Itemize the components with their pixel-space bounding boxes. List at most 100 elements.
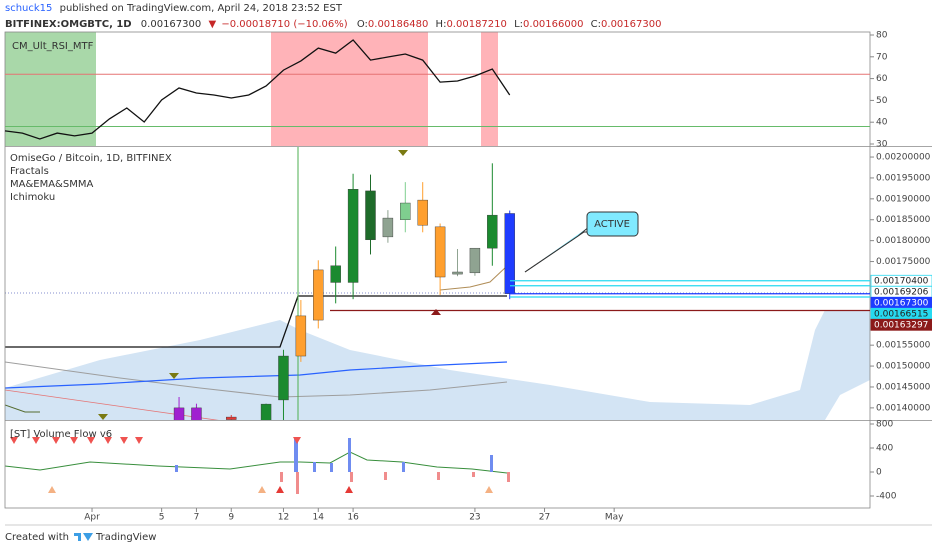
rsi-line: [4, 39, 511, 140]
candle-body: [400, 202, 411, 220]
price-label-box: [870, 318, 932, 331]
y-tick-label: 0.00145000: [876, 382, 931, 392]
candle-body: [487, 214, 498, 249]
volume-flow-line: [4, 451, 508, 474]
price-label: 0.00170400: [874, 276, 929, 286]
x-tick-label: 27: [539, 513, 550, 523]
candle-body: [260, 403, 272, 420]
last: 0.00167300: [141, 19, 201, 30]
candle-body: [313, 269, 324, 321]
tenkan-line: [439, 265, 508, 291]
rsi-zone: [271, 32, 428, 146]
y-tick-label: 0.00190000: [876, 194, 931, 204]
candle-body: [452, 271, 463, 275]
candle-body: [504, 213, 515, 294]
x-tick-label: Apr: [84, 513, 100, 523]
y-tick-label: 70: [876, 52, 888, 62]
x-tick-label: 5: [159, 513, 165, 523]
callout-pointer: [524, 231, 590, 273]
annotation: ACTIVE: [594, 219, 630, 230]
y-tick-label: 50: [876, 96, 888, 106]
candle-body: [330, 265, 341, 283]
candle-body: [347, 189, 359, 283]
brand[interactable]: TradingView: [95, 532, 156, 543]
y-tick-label: 0.00185000: [876, 215, 931, 225]
ohlc-key: O:: [357, 19, 368, 30]
candle-body: [278, 355, 289, 401]
symbol-line: BITFINEX:OMGBTC, 1D 0.00167300 ▼ −0.0001…: [5, 19, 661, 30]
y-tick-label: 0.00200000: [876, 153, 931, 163]
x-tick-label: 14: [313, 513, 325, 523]
ohlc-key: L:: [514, 19, 523, 30]
candle-body: [469, 247, 481, 274]
header-line: schuck15 published on TradingView.com, A…: [5, 3, 343, 14]
fractal-arrow: [431, 309, 441, 315]
symbol: BITFINEX:OMGBTC, 1D: [5, 19, 132, 30]
change: −0.00018710 (−10.06%): [221, 19, 347, 30]
price-label: 0.00169206: [874, 287, 929, 297]
y-tick-label: 80: [876, 31, 888, 41]
candle-body: [417, 199, 428, 226]
published: published on TradingView.com, April 24, …: [60, 3, 343, 14]
y-tick-label: 0.00195000: [876, 173, 931, 183]
x-tick-label: May: [605, 513, 624, 523]
x-tick-label: 23: [469, 513, 480, 523]
x-tick-label: 12: [278, 513, 289, 523]
candle-body: [434, 226, 446, 278]
panel-title: CM_Ult_RSI_MTF: [12, 41, 94, 52]
price-label: 0.00163297: [874, 320, 928, 330]
candle-body: [365, 190, 376, 241]
ohlc-key: C:: [591, 19, 601, 30]
y-tick-label: 0.00175000: [876, 257, 931, 267]
frame: [4, 31, 871, 509]
signal-triangle: [276, 486, 353, 493]
candle-body: [382, 217, 394, 238]
volume-bar: [175, 438, 493, 472]
price-plot: [173, 163, 515, 420]
y-tick-label: 0.00150000: [876, 362, 931, 372]
y-tick-label: 60: [876, 74, 888, 84]
kijun-line: [5, 295, 507, 348]
indicator-name: Ichimoku: [10, 192, 55, 203]
ohlc-value: 0.00186480: [368, 19, 428, 30]
callout-box: [586, 211, 639, 237]
price-label: 0.00167300: [874, 298, 929, 308]
candle-body: [191, 407, 202, 420]
x-tick-label: 9: [228, 513, 234, 523]
y-tick-label: 0.00180000: [876, 236, 931, 246]
rsi-zone: [481, 32, 498, 146]
candle-body: [295, 315, 307, 357]
ohlc-value: 0.00166000: [523, 19, 583, 30]
price-label: 0.00166515: [874, 309, 928, 319]
y-tick-label: 400: [876, 444, 893, 454]
ohlc-value: 0.00187210: [446, 19, 506, 30]
volume-bar: [280, 472, 510, 494]
ohlc-key: H:: [436, 19, 447, 30]
panel-title: OmiseGo / Bitcoin, 1D, BITFINEX: [10, 153, 172, 164]
footer-text: Created with: [5, 532, 69, 543]
signal-triangle: [48, 486, 493, 493]
y-tick-label: 0.00140000: [876, 403, 931, 413]
candle-body: [226, 416, 237, 420]
callout-pointer: [524, 225, 591, 273]
x-tick-label: 7: [194, 513, 200, 523]
y-tick-label: -400: [876, 492, 897, 502]
y-tick-label: 800: [876, 420, 893, 430]
indicator-name: Fractals: [10, 166, 49, 177]
y-tick-label: 30: [876, 139, 888, 149]
logo: [74, 533, 93, 541]
y-tick-label: 40: [876, 118, 888, 128]
y-tick-label: 0: [876, 468, 882, 478]
ichimoku-cloud: [5, 310, 870, 420]
author[interactable]: schuck15: [5, 3, 52, 14]
panel-title: [ST] Volume Flow v6: [10, 429, 112, 440]
indicator-name: MA&EMA&SMMA: [10, 179, 93, 190]
candle-body: [173, 407, 185, 420]
signal-triangle: [10, 437, 301, 444]
ohlc-value: 0.00167300: [601, 19, 661, 30]
arrow: ▼: [208, 19, 216, 30]
x-tick-label: 16: [347, 513, 359, 523]
y-tick-label: 0.00155000: [876, 341, 931, 351]
ema-line: [5, 361, 508, 389]
